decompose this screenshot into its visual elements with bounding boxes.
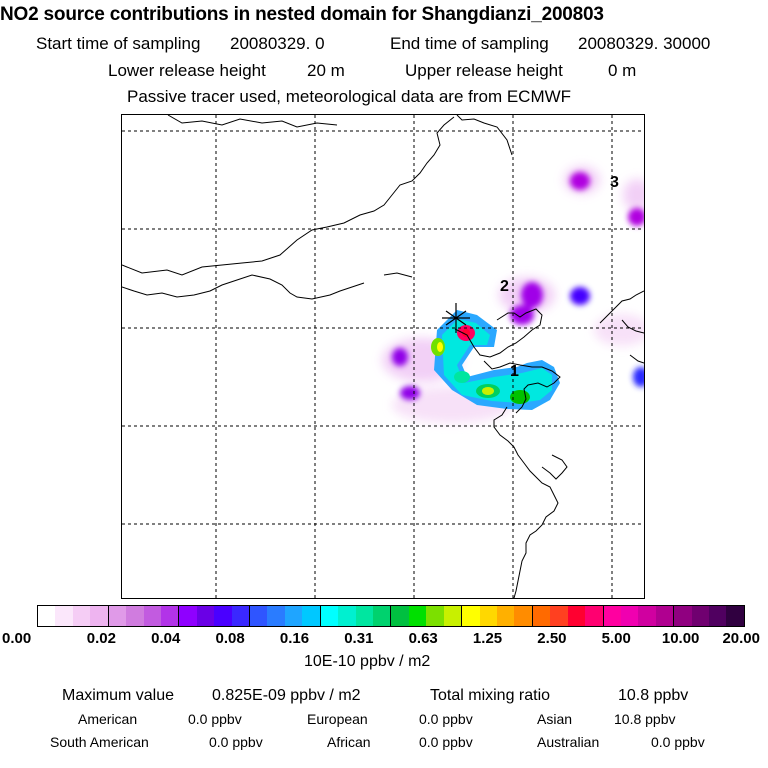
colorbar-segment (160, 606, 180, 626)
colorbar-segment (462, 606, 480, 626)
colorbar-segment (284, 606, 303, 626)
colorbar-tick-label: 0.16 (279, 630, 310, 647)
lower-release-label: Lower release height (108, 61, 266, 80)
colorbar-segment (302, 606, 321, 626)
colorbar-segment (496, 606, 515, 626)
colorbar-segment (585, 606, 604, 626)
colorbar-tick-label: 0.31 (344, 630, 374, 647)
start-time-label: Start time of sampling (36, 34, 201, 53)
region-value: 10.8 ppbv (614, 711, 676, 727)
colorbar-tick-label: 0.00 (2, 630, 32, 647)
start-time-value: 20080329. 0 (230, 34, 325, 53)
max-value-label: Maximum value (62, 687, 175, 704)
colorbar-segment (373, 606, 392, 626)
region-name: Asian (537, 711, 573, 727)
colorbar-unit: 10E-10 ppbv / m2 (304, 653, 431, 670)
colorbar-tick-label: 0.02 (86, 630, 116, 647)
colorbar-segment (426, 606, 444, 626)
colorbar-segment (674, 606, 692, 626)
region-value: 0.0 ppbv (419, 711, 473, 727)
colorbar-segment (567, 606, 586, 626)
max-value: 0.825E-09 ppbv / m2 (212, 687, 361, 704)
colorbar-segment (179, 606, 197, 626)
region-value: 0.0 ppbv (419, 734, 473, 750)
colorbar-segment (691, 606, 710, 626)
tracer-note: Passive tracer used, meteorological data… (127, 87, 572, 106)
colorbar-segment (55, 606, 73, 626)
colorbar-segment (196, 606, 215, 626)
colorbar-segment (479, 606, 497, 626)
colorbar-segment (655, 606, 675, 626)
colorbar-segment (443, 606, 463, 626)
colorbar-segment (726, 606, 744, 626)
colorbar-segment (126, 606, 144, 626)
colorbar-segment (550, 606, 568, 626)
colorbar-tick-label: 2.50 (537, 630, 567, 647)
colorbar-segment (532, 606, 551, 626)
colorbar-segment (408, 606, 427, 626)
region-name: Australian (537, 734, 600, 750)
asterisk-icon (442, 303, 470, 333)
colorbar-tick-label: 0.63 (408, 630, 438, 647)
colorbar-tick-label: 1.25 (472, 630, 503, 647)
colorbar-segment (90, 606, 109, 626)
colorbar-segment (603, 606, 621, 626)
plot-title: NO2 source contributions in nested domai… (0, 4, 604, 25)
region-name: African (327, 734, 371, 750)
colorbar-segment (214, 606, 232, 626)
colorbar-segment (143, 606, 161, 626)
colorbar-segment (320, 606, 339, 626)
colorbar-segment (231, 606, 251, 626)
colorbar-segment (38, 606, 56, 626)
region-value: 0.0 ppbv (188, 711, 242, 727)
colorbar-segment (514, 606, 533, 626)
lower-release-value: 20 m (307, 61, 345, 80)
concentration-field (382, 166, 644, 423)
colorbar-segment (638, 606, 656, 626)
region-value: 0.0 ppbv (651, 734, 705, 750)
colorbar-segment (108, 606, 127, 626)
colorbar-tick-label: 20.00 (722, 630, 760, 647)
end-time-label: End time of sampling (390, 34, 549, 53)
contour-label-1: 1 (510, 363, 519, 380)
map-canvas (122, 115, 644, 598)
total-mixing-value: 10.8 ppbv (618, 687, 689, 704)
end-time-value: 20080329. 30000 (578, 34, 711, 53)
region-name: European (307, 711, 368, 727)
region-value: 0.0 ppbv (209, 734, 263, 750)
map-panel: 1 2 3 (121, 114, 645, 599)
colorbar-segment (72, 606, 91, 626)
coastlines (122, 115, 644, 598)
contour-label-2: 2 (500, 278, 509, 295)
colorbar-tick-label: 5.00 (601, 630, 631, 647)
colorbar-segment (267, 606, 285, 626)
upper-release-value: 0 m (608, 61, 637, 80)
colorbar (37, 605, 745, 627)
colorbar-segment (338, 606, 356, 626)
colorbar-segment (620, 606, 639, 626)
colorbar-segment (355, 606, 374, 626)
colorbar-tick-label: 0.04 (151, 630, 181, 647)
colorbar-segment (391, 606, 409, 626)
colorbar-segment (709, 606, 727, 626)
upper-release-label: Upper release height (405, 61, 563, 80)
region-name: American (78, 711, 138, 727)
contour-label-3: 3 (610, 174, 619, 191)
colorbar-tick-label: 0.08 (215, 630, 245, 647)
colorbar-tick-label: 10.00 (661, 630, 700, 647)
region-name: South American (50, 734, 149, 750)
total-mixing-label: Total mixing ratio (430, 687, 551, 704)
grid-lines (122, 115, 644, 598)
colorbar-segment (250, 606, 268, 626)
